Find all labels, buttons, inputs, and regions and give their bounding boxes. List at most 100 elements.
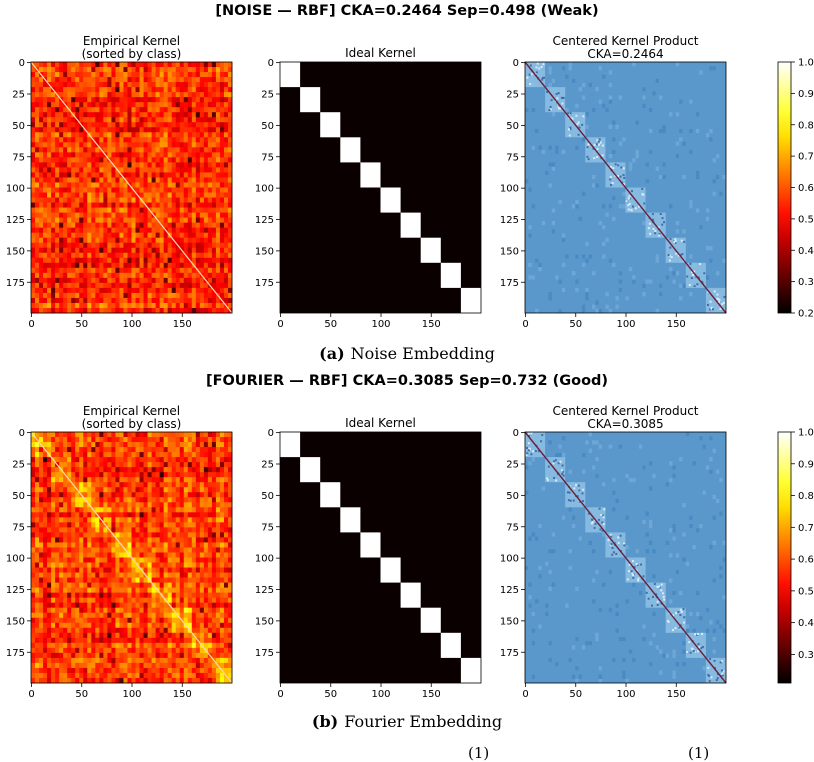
heatmap-cell bbox=[224, 152, 228, 157]
heatmap-cell bbox=[180, 542, 184, 547]
heatmap-cell bbox=[39, 487, 43, 492]
heatmap-cell bbox=[55, 472, 59, 477]
heatmap-cell bbox=[160, 193, 164, 198]
heatmap-cell bbox=[208, 293, 212, 298]
heatmap-cell bbox=[144, 618, 148, 623]
heatmap-cell bbox=[148, 497, 152, 502]
heatmap-cell bbox=[200, 268, 204, 273]
heatmap-cell bbox=[63, 452, 67, 457]
heatmap-cell bbox=[79, 228, 83, 233]
heatmap-cell bbox=[200, 193, 204, 198]
heatmap-cell bbox=[103, 477, 107, 482]
heatmap-cell bbox=[63, 253, 67, 258]
heatmap-cell bbox=[39, 432, 43, 437]
heatmap-cell bbox=[87, 608, 91, 613]
heatmap-cell bbox=[51, 573, 55, 578]
heatmap-cell bbox=[87, 258, 91, 263]
heatmap-cell bbox=[180, 82, 184, 87]
heatmap-cell bbox=[196, 593, 200, 598]
heatmap-cell bbox=[224, 188, 228, 193]
heatmap-cell bbox=[160, 558, 164, 563]
heatmap-cell bbox=[196, 253, 200, 258]
heatmap-cell bbox=[224, 238, 228, 243]
heatmap-cell bbox=[204, 213, 208, 218]
y-tick-label: 75 bbox=[506, 152, 519, 163]
heatmap-cell bbox=[200, 218, 204, 223]
heatmap-cell bbox=[696, 175, 699, 179]
heatmap-cell bbox=[47, 492, 51, 497]
heatmap-cell bbox=[35, 97, 39, 102]
heatmap-cell bbox=[160, 462, 164, 467]
heatmap-cell bbox=[200, 288, 204, 293]
heatmap-cell bbox=[148, 598, 152, 603]
heatmap-cell bbox=[706, 133, 709, 137]
heatmap-cell bbox=[132, 462, 136, 467]
heatmap-cell bbox=[31, 218, 35, 223]
heatmap-cell bbox=[67, 77, 71, 82]
heatmap-cell bbox=[156, 132, 160, 137]
heatmap-cell bbox=[148, 92, 152, 97]
heatmap-cell bbox=[192, 132, 196, 137]
heatmap-cell bbox=[71, 263, 75, 268]
heatmap-cell bbox=[59, 442, 63, 447]
heatmap-cell bbox=[188, 92, 192, 97]
heatmap-cell bbox=[87, 218, 91, 223]
heatmap-cell bbox=[212, 253, 216, 258]
heatmap-cell bbox=[144, 507, 148, 512]
y-tick-label: 0 bbox=[19, 58, 25, 69]
heatmap-cell bbox=[148, 147, 152, 152]
heatmap-cell bbox=[55, 447, 59, 452]
heatmap-cell bbox=[107, 497, 111, 502]
heatmap-cell bbox=[184, 573, 188, 578]
heatmap-cell bbox=[87, 193, 91, 198]
heatmap-cell bbox=[59, 182, 63, 187]
heatmap-cell bbox=[631, 190, 633, 192]
heatmap-cell bbox=[208, 507, 212, 512]
heatmap-cell bbox=[184, 208, 188, 213]
heatmap-cell bbox=[127, 537, 131, 542]
x-tick-label: 100 bbox=[122, 319, 141, 330]
heatmap-cell bbox=[212, 243, 216, 248]
heatmap-cell bbox=[99, 137, 103, 142]
heatmap-cell bbox=[43, 248, 47, 253]
heatmap-cell bbox=[669, 204, 672, 208]
heatmap-cell bbox=[115, 102, 119, 107]
heatmap-cell bbox=[87, 273, 91, 278]
heatmap-cell bbox=[71, 303, 75, 308]
colorbar bbox=[778, 62, 791, 313]
heatmap-cell bbox=[51, 437, 55, 442]
heatmap-cell bbox=[216, 283, 220, 288]
heatmap-cell bbox=[127, 542, 131, 547]
heatmap-cell bbox=[87, 573, 91, 578]
heatmap-cell bbox=[188, 132, 192, 137]
heatmap-cell bbox=[71, 552, 75, 557]
heatmap-cell bbox=[95, 283, 99, 288]
heatmap-cell bbox=[111, 142, 115, 147]
heatmap-cell bbox=[224, 233, 228, 238]
heatmap-cell bbox=[140, 218, 144, 223]
heatmap-cell bbox=[59, 618, 63, 623]
heatmap-cell bbox=[152, 193, 156, 198]
heatmap-cell bbox=[200, 537, 204, 542]
heatmap-cell bbox=[176, 177, 180, 182]
heatmap-cell bbox=[148, 517, 152, 522]
heatmap-cell bbox=[59, 502, 63, 507]
heatmap-cell bbox=[164, 233, 168, 238]
heatmap-cell bbox=[168, 542, 172, 547]
heatmap-cell bbox=[59, 462, 63, 467]
heatmap-cell bbox=[51, 167, 55, 172]
heatmap-cell bbox=[79, 258, 83, 263]
heatmap-cell bbox=[115, 568, 119, 573]
heatmap-cell bbox=[160, 253, 164, 258]
heatmap-cell bbox=[67, 537, 71, 542]
heatmap-cell bbox=[156, 273, 160, 278]
heatmap-cell bbox=[75, 147, 79, 152]
heatmap-cell bbox=[67, 208, 71, 213]
heatmap-cell bbox=[220, 152, 224, 157]
heatmap-cell bbox=[208, 537, 212, 542]
heatmap-cell bbox=[160, 288, 164, 293]
heatmap-cell bbox=[140, 107, 144, 112]
heatmap-cell bbox=[95, 588, 99, 593]
heatmap-cell bbox=[31, 293, 35, 298]
heatmap-cell bbox=[538, 67, 540, 69]
